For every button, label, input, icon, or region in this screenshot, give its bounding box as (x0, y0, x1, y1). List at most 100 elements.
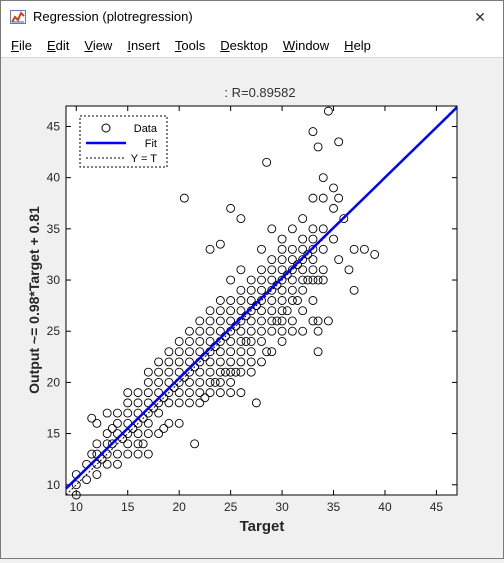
data-point (257, 306, 266, 316)
data-point (195, 326, 205, 336)
data-point (246, 275, 256, 285)
x-tick-label: 40 (378, 500, 392, 514)
data-point (298, 285, 308, 295)
data-point (236, 336, 246, 346)
legend[interactable]: Data Fit Y = T (79, 115, 168, 168)
data-point (287, 244, 297, 254)
data-point (267, 296, 277, 305)
data-point (293, 296, 302, 305)
data-point (226, 357, 236, 367)
data-point (195, 367, 205, 377)
data-point (205, 367, 215, 377)
data-point (185, 357, 194, 367)
data-point (221, 367, 230, 377)
data-point (164, 367, 174, 377)
data-point (164, 347, 174, 357)
data-point (257, 357, 266, 367)
data-point (277, 265, 287, 275)
data-point (308, 224, 318, 234)
data-point (164, 377, 174, 387)
menu-view[interactable]: View (84, 37, 113, 53)
data-point (287, 285, 297, 295)
title-bar[interactable]: Regression (plotregression) ✕ (1, 1, 503, 33)
data-point (277, 275, 287, 285)
legend-identity-label: Y = T (131, 153, 157, 165)
data-point (112, 408, 122, 418)
data-point (174, 367, 184, 377)
data-point (143, 388, 153, 398)
data-point (205, 326, 215, 336)
data-point (246, 367, 256, 377)
data-point (102, 429, 112, 439)
x-tick-label: 30 (275, 500, 289, 514)
data-point (174, 336, 184, 346)
data-point (287, 255, 297, 265)
legend-data-marker (101, 123, 111, 133)
data-point (123, 398, 133, 408)
data-point (92, 470, 102, 479)
data-point (308, 255, 318, 265)
menu-edit[interactable]: Edit (46, 37, 70, 53)
data-point (308, 265, 318, 275)
data-point (133, 388, 143, 398)
data-point (226, 388, 236, 398)
data-point (174, 347, 184, 357)
data-point (138, 439, 148, 449)
menu-desktop[interactable]: Desktop (220, 37, 268, 53)
close-icon: ✕ (474, 8, 486, 25)
y-tick-label: 30 (47, 273, 61, 287)
data-point (236, 388, 246, 398)
data-point (257, 316, 266, 326)
data-point (267, 224, 277, 234)
data-point (303, 249, 313, 259)
data-point (226, 367, 236, 377)
data-point (215, 316, 225, 326)
menu-help[interactable]: Help (344, 37, 371, 53)
data-point (123, 408, 133, 418)
data-point (195, 377, 205, 387)
data-point (267, 306, 277, 316)
data-point (267, 316, 277, 326)
data-point (112, 418, 122, 428)
data-point (215, 306, 225, 316)
data-point (277, 326, 287, 336)
data-point (226, 296, 236, 305)
data-point (226, 306, 236, 316)
data-point (164, 418, 174, 428)
data-point (164, 398, 174, 408)
menu-tools[interactable]: Tools (174, 37, 206, 53)
data-point (277, 285, 287, 295)
data-point (200, 393, 210, 403)
data-point (123, 439, 133, 449)
data-point (277, 255, 287, 265)
data-point (205, 377, 215, 387)
menu-file[interactable]: File (11, 37, 32, 53)
data-point (159, 424, 169, 433)
data-point (215, 357, 225, 367)
data-point (92, 459, 102, 469)
menu-window[interactable]: Window (282, 37, 330, 53)
data-point (334, 193, 344, 203)
close-button[interactable]: ✕ (457, 1, 503, 33)
data-point (236, 296, 246, 305)
data-point (195, 347, 205, 357)
data-point (287, 275, 297, 285)
window-title: Regression (plotregression) (33, 9, 193, 24)
legend-fit-label: Fit (145, 138, 157, 150)
data-point (215, 367, 225, 377)
data-point (215, 239, 225, 249)
data-point (246, 285, 256, 295)
data-point (195, 336, 205, 346)
y-tick-label: 35 (47, 222, 61, 236)
data-point (123, 388, 133, 398)
data-point (107, 439, 117, 449)
menu-insert[interactable]: Insert (127, 37, 160, 53)
data-point (257, 244, 266, 254)
regression-plot[interactable]: : R=0.89582 10 15 20 25 30 35 40 45 10 15 20 25 30 35… (2, 58, 502, 558)
figure-canvas: : R=0.89582 10 15 20 25 30 35 40 45 10 15 20 25 30 35… (2, 58, 502, 558)
data-point (308, 275, 318, 285)
data-point (267, 265, 277, 275)
data-point (133, 449, 143, 459)
data-point (133, 398, 143, 408)
data-point (308, 234, 318, 244)
